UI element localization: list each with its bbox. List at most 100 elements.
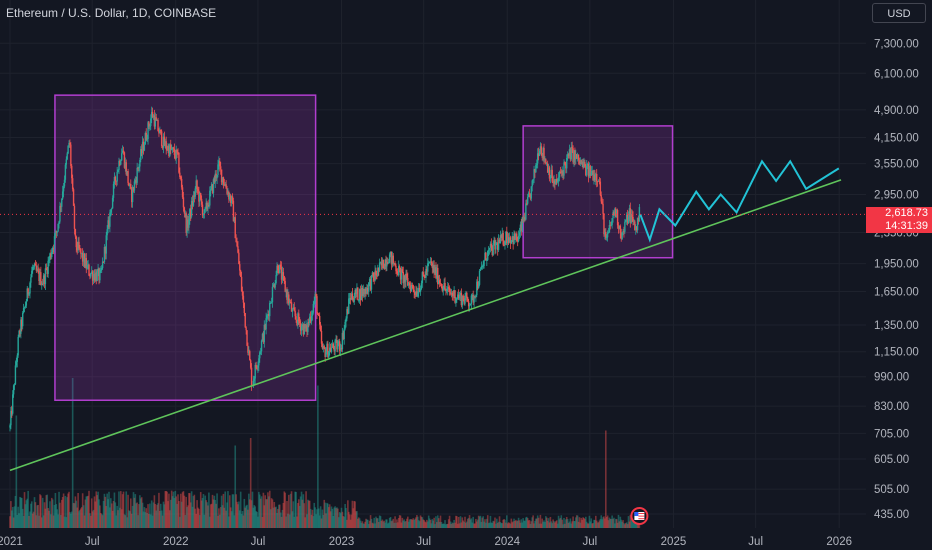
candle-body	[82, 253, 85, 262]
candle-body	[416, 291, 418, 297]
candle-body	[545, 159, 547, 165]
volume-bar	[404, 521, 406, 528]
volume-bar	[558, 519, 561, 528]
candle-body	[181, 187, 184, 198]
candle-body	[366, 287, 368, 294]
volume-bar	[74, 496, 77, 528]
candle-body	[625, 214, 628, 220]
volume-bar	[79, 509, 81, 528]
volume-bar	[18, 513, 20, 528]
candle-body	[459, 292, 462, 296]
candle-body	[458, 295, 461, 299]
candlesticks	[9, 106, 641, 432]
volume-bar	[233, 515, 236, 528]
candle-body	[91, 271, 94, 281]
candle-body	[594, 174, 596, 180]
candle-body	[488, 247, 491, 250]
candle-body	[152, 115, 155, 118]
grid-lines	[0, 0, 866, 528]
volume-bar	[556, 523, 559, 528]
candle-body	[333, 347, 335, 352]
candle-body	[271, 286, 274, 303]
volume-bar	[176, 503, 178, 528]
candle-body	[94, 272, 97, 281]
volume-bar	[563, 517, 565, 528]
volume-bar	[147, 504, 149, 528]
candle-body	[561, 170, 563, 174]
volume-bar	[282, 502, 285, 528]
candle-body	[342, 332, 345, 339]
candle-body	[74, 228, 77, 237]
volume-bar	[421, 517, 424, 528]
candle-body	[551, 169, 553, 182]
candle-body	[168, 145, 170, 157]
volume-bar	[140, 497, 143, 528]
candle-body	[217, 164, 219, 175]
candle-body	[71, 165, 73, 179]
candle-body	[78, 241, 80, 249]
candle-body	[403, 275, 405, 284]
candle-body	[515, 233, 517, 240]
volume-bar	[399, 515, 402, 528]
volume-bar	[367, 519, 369, 528]
price-tick-label: 505.00	[874, 484, 909, 496]
candle-body	[161, 146, 164, 148]
candle-body	[259, 352, 261, 359]
currency-button[interactable]: USD	[872, 3, 926, 23]
candle-body	[303, 324, 305, 335]
volume-bar	[329, 511, 332, 528]
candle-body	[603, 213, 605, 235]
volume-bar	[379, 516, 382, 528]
flag-icon-canton	[634, 512, 639, 516]
volume-bar	[446, 523, 449, 528]
candle-body	[378, 267, 380, 271]
volume-bar	[36, 505, 39, 528]
candle-body	[605, 231, 607, 238]
volume-bar	[511, 522, 514, 528]
projection-line	[639, 159, 840, 243]
volume-bar	[161, 515, 164, 528]
volume-bar	[313, 502, 316, 528]
volume-bar	[462, 520, 464, 528]
volume-bar	[628, 521, 631, 528]
volume-bar	[392, 518, 395, 528]
volume-bar	[317, 508, 320, 528]
candle-body	[382, 259, 384, 269]
volume-bar	[576, 515, 579, 528]
candle-body	[372, 272, 374, 277]
volume-bar	[257, 516, 259, 528]
candle-body	[508, 237, 511, 243]
candle-body	[427, 263, 429, 272]
candle-body	[93, 274, 96, 281]
volume-bar	[225, 510, 227, 528]
time-tick-label: Jul	[85, 536, 100, 548]
volume-bar	[371, 522, 374, 528]
volume-bar	[23, 492, 26, 528]
candle-body	[77, 241, 79, 251]
candle-body	[367, 287, 369, 292]
candle-body	[325, 352, 327, 357]
candle-body	[298, 313, 300, 322]
candle-body	[43, 275, 46, 285]
volume-bar	[631, 516, 633, 528]
volume-bar	[212, 499, 215, 528]
price-tick-label: 990.00	[874, 372, 909, 384]
volume-bar	[170, 490, 173, 528]
candle-body	[564, 162, 566, 164]
volume-bar	[166, 491, 168, 528]
price-tick-label: 4,150.00	[874, 133, 919, 145]
candle-body	[568, 149, 571, 156]
candle-body	[304, 324, 306, 329]
volume-bar	[507, 522, 510, 528]
candle-body	[281, 272, 284, 280]
volume-bar	[112, 501, 115, 528]
volume-bar	[492, 520, 494, 528]
candle-body	[47, 260, 49, 274]
candle-body	[239, 264, 241, 271]
candle-body	[544, 159, 546, 161]
volume-bar	[597, 522, 600, 528]
candle-body	[447, 287, 450, 289]
candle-body	[286, 290, 288, 300]
candle-body	[390, 251, 393, 265]
